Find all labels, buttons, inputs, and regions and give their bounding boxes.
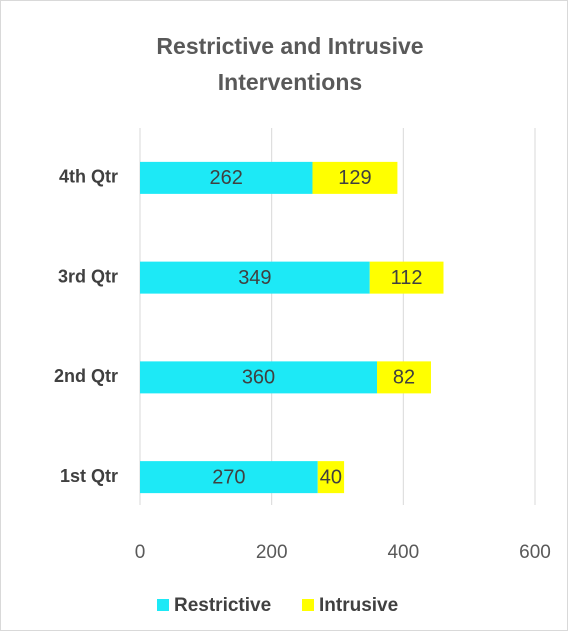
x-tick-label: 200 xyxy=(256,542,288,563)
bar-segment xyxy=(140,161,313,194)
data-label: 112 xyxy=(391,267,423,289)
bar-segment xyxy=(369,261,444,294)
x-tick-label: 600 xyxy=(519,542,551,563)
bar-segment xyxy=(317,461,345,494)
chart-title: Restrictive and Intrusive Interventions xyxy=(156,33,424,95)
data-label: 262 xyxy=(210,167,243,189)
y-tick-label: 4th Qtr xyxy=(59,167,118,187)
x-tick-label: 400 xyxy=(387,542,419,563)
data-label: 349 xyxy=(238,267,271,289)
bar-segment xyxy=(140,361,377,394)
data-label: 270 xyxy=(212,466,245,488)
legend-label: Restrictive xyxy=(174,595,271,616)
bar-segment xyxy=(377,361,431,394)
data-label: 360 xyxy=(242,367,275,389)
legend-swatch xyxy=(157,599,169,611)
y-tick-label: 2nd Qtr xyxy=(54,366,118,386)
x-tick-label: 0 xyxy=(135,542,146,563)
data-label: 40 xyxy=(320,466,342,488)
bar-segment xyxy=(140,461,318,494)
legend-swatch xyxy=(302,599,314,611)
y-tick-label: 3rd Qtr xyxy=(58,266,118,286)
bar-segment xyxy=(312,161,398,194)
data-label: 82 xyxy=(393,367,415,389)
bar-segment xyxy=(140,261,370,294)
y-tick-label: 1st Qtr xyxy=(60,466,118,486)
data-label: 129 xyxy=(338,167,371,189)
legend-label: Intrusive xyxy=(319,595,398,616)
